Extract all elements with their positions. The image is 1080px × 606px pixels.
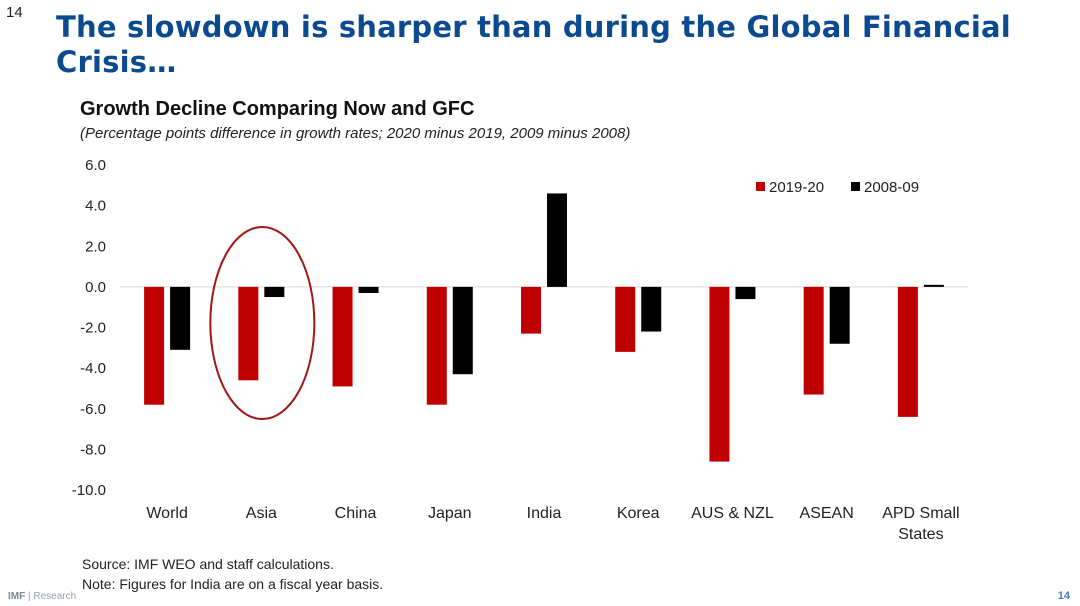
bar: [641, 286, 662, 332]
footer-brand: IMF | Research: [8, 591, 77, 602]
source-notes: Source: IMF WEO and staff calculations. …: [82, 554, 383, 594]
bar: [426, 286, 447, 405]
bar: [547, 193, 567, 287]
page-number-top: 14: [6, 4, 23, 21]
slide-title: The slowdown is sharper than during the …: [56, 10, 1011, 79]
bar: [923, 284, 944, 287]
x-category-label: ASEAN: [800, 505, 854, 522]
bar: [735, 286, 756, 300]
legend-label: 2019-20: [769, 179, 824, 196]
imf-logo-text: IMF: [8, 591, 26, 602]
x-category-label: Korea: [617, 505, 660, 522]
legend-label: 2008-09: [864, 179, 919, 196]
bar: [144, 286, 165, 405]
x-category-label: World: [146, 505, 188, 522]
bar: [358, 286, 379, 293]
bar: [332, 286, 353, 387]
y-tick-label: -2.0: [80, 320, 106, 337]
y-tick-label: 6.0: [85, 157, 106, 174]
source-line: Source: IMF WEO and staff calculations.: [82, 556, 334, 572]
legend-swatch: [756, 182, 765, 191]
y-tick-label: -10.0: [72, 482, 106, 499]
bar: [521, 286, 541, 334]
x-category-label: China: [335, 505, 377, 522]
bar: [897, 286, 918, 417]
bar: [709, 286, 730, 462]
bar: [829, 286, 850, 344]
legend-swatch: [851, 182, 860, 191]
chart-title: Growth Decline Comparing Now and GFC: [80, 98, 475, 120]
chart-subtitle: (Percentage points difference in growth …: [80, 125, 631, 142]
x-category-label: India: [527, 505, 562, 522]
y-tick-label: -8.0: [80, 441, 106, 458]
bar: [452, 286, 473, 375]
y-tick-label: 4.0: [85, 198, 106, 215]
bar: [170, 286, 191, 350]
y-tick-label: -4.0: [80, 360, 106, 377]
bar: [264, 286, 285, 298]
y-tick-label: 2.0: [85, 238, 106, 255]
y-tick-label: 0.0: [85, 279, 106, 296]
x-category-label: AUS & NZL: [691, 505, 774, 522]
bar: [615, 286, 636, 352]
bar: [803, 286, 824, 395]
y-tick-label: -6.0: [80, 401, 106, 418]
note-line: Note: Figures for India are on a fiscal …: [82, 576, 384, 592]
x-category-label: Asia: [246, 505, 277, 522]
highlight-ellipse: [209, 226, 316, 420]
bar: [238, 286, 259, 381]
x-category-label: APD Small: [882, 505, 959, 522]
page-number-bottom: 14: [1057, 590, 1070, 602]
footer-section: Research: [33, 591, 77, 602]
x-category-label: States: [898, 526, 943, 543]
x-category-label: Japan: [428, 505, 472, 522]
